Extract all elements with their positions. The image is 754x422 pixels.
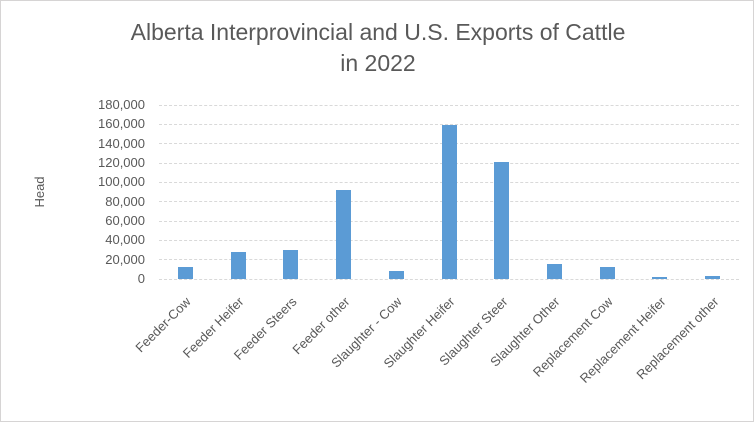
bar-replacement-heifer	[652, 277, 668, 279]
y-axis-tick-label: 40,000	[105, 232, 145, 248]
plot-area	[159, 104, 739, 280]
bar-slaughter-other	[546, 263, 562, 279]
y-axis-tick-label: 160,000	[98, 116, 145, 132]
bar-slaughter-steer	[494, 162, 510, 279]
bar-feeder-other	[336, 190, 352, 279]
bar-slaughter-cow	[388, 271, 404, 279]
bar-feeder-steers	[283, 250, 299, 279]
bar-replacement-other	[705, 276, 721, 279]
gridline	[159, 123, 739, 125]
chart-title-line: Alberta Interprovincial and U.S. Exports…	[130, 19, 626, 45]
bar-replacement-cow	[599, 267, 615, 279]
bar-feeder-cow	[177, 267, 193, 279]
bar-feeder-heifer	[230, 251, 246, 279]
y-axis-tick-label: 20,000	[105, 251, 145, 267]
y-axis-tick-label: 100,000	[98, 174, 145, 190]
chart-title-line: in 2022	[340, 50, 416, 76]
bar-slaughter-heifer	[441, 125, 457, 279]
y-axis-tick-label: 60,000	[105, 213, 145, 228]
gridline	[159, 278, 739, 280]
y-axis-tick-label: 80,000	[105, 193, 145, 209]
chart-title: Alberta Interprovincial and U.S. Exports…	[1, 17, 753, 79]
y-axis-tick-label: 0	[137, 271, 145, 286]
y-axis-tick-label: 180,000	[98, 97, 145, 112]
gridline	[159, 104, 739, 106]
y-axis-tick-label: 140,000	[98, 135, 145, 151]
y-axis-tick-label: 120,000	[98, 155, 145, 170]
